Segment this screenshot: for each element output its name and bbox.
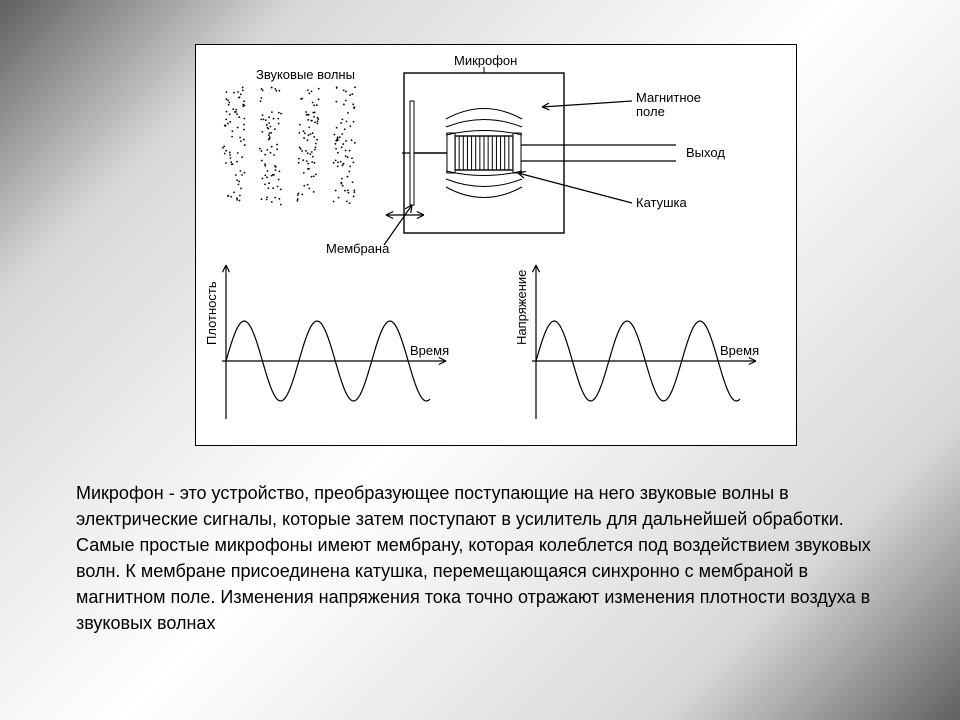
diagram-svg bbox=[196, 45, 796, 445]
caption-text: Микрофон - это устройство, преобразующее… bbox=[76, 480, 886, 637]
diagram-figure: Звуковые волны Микрофон Магнитное поле В… bbox=[195, 44, 797, 446]
